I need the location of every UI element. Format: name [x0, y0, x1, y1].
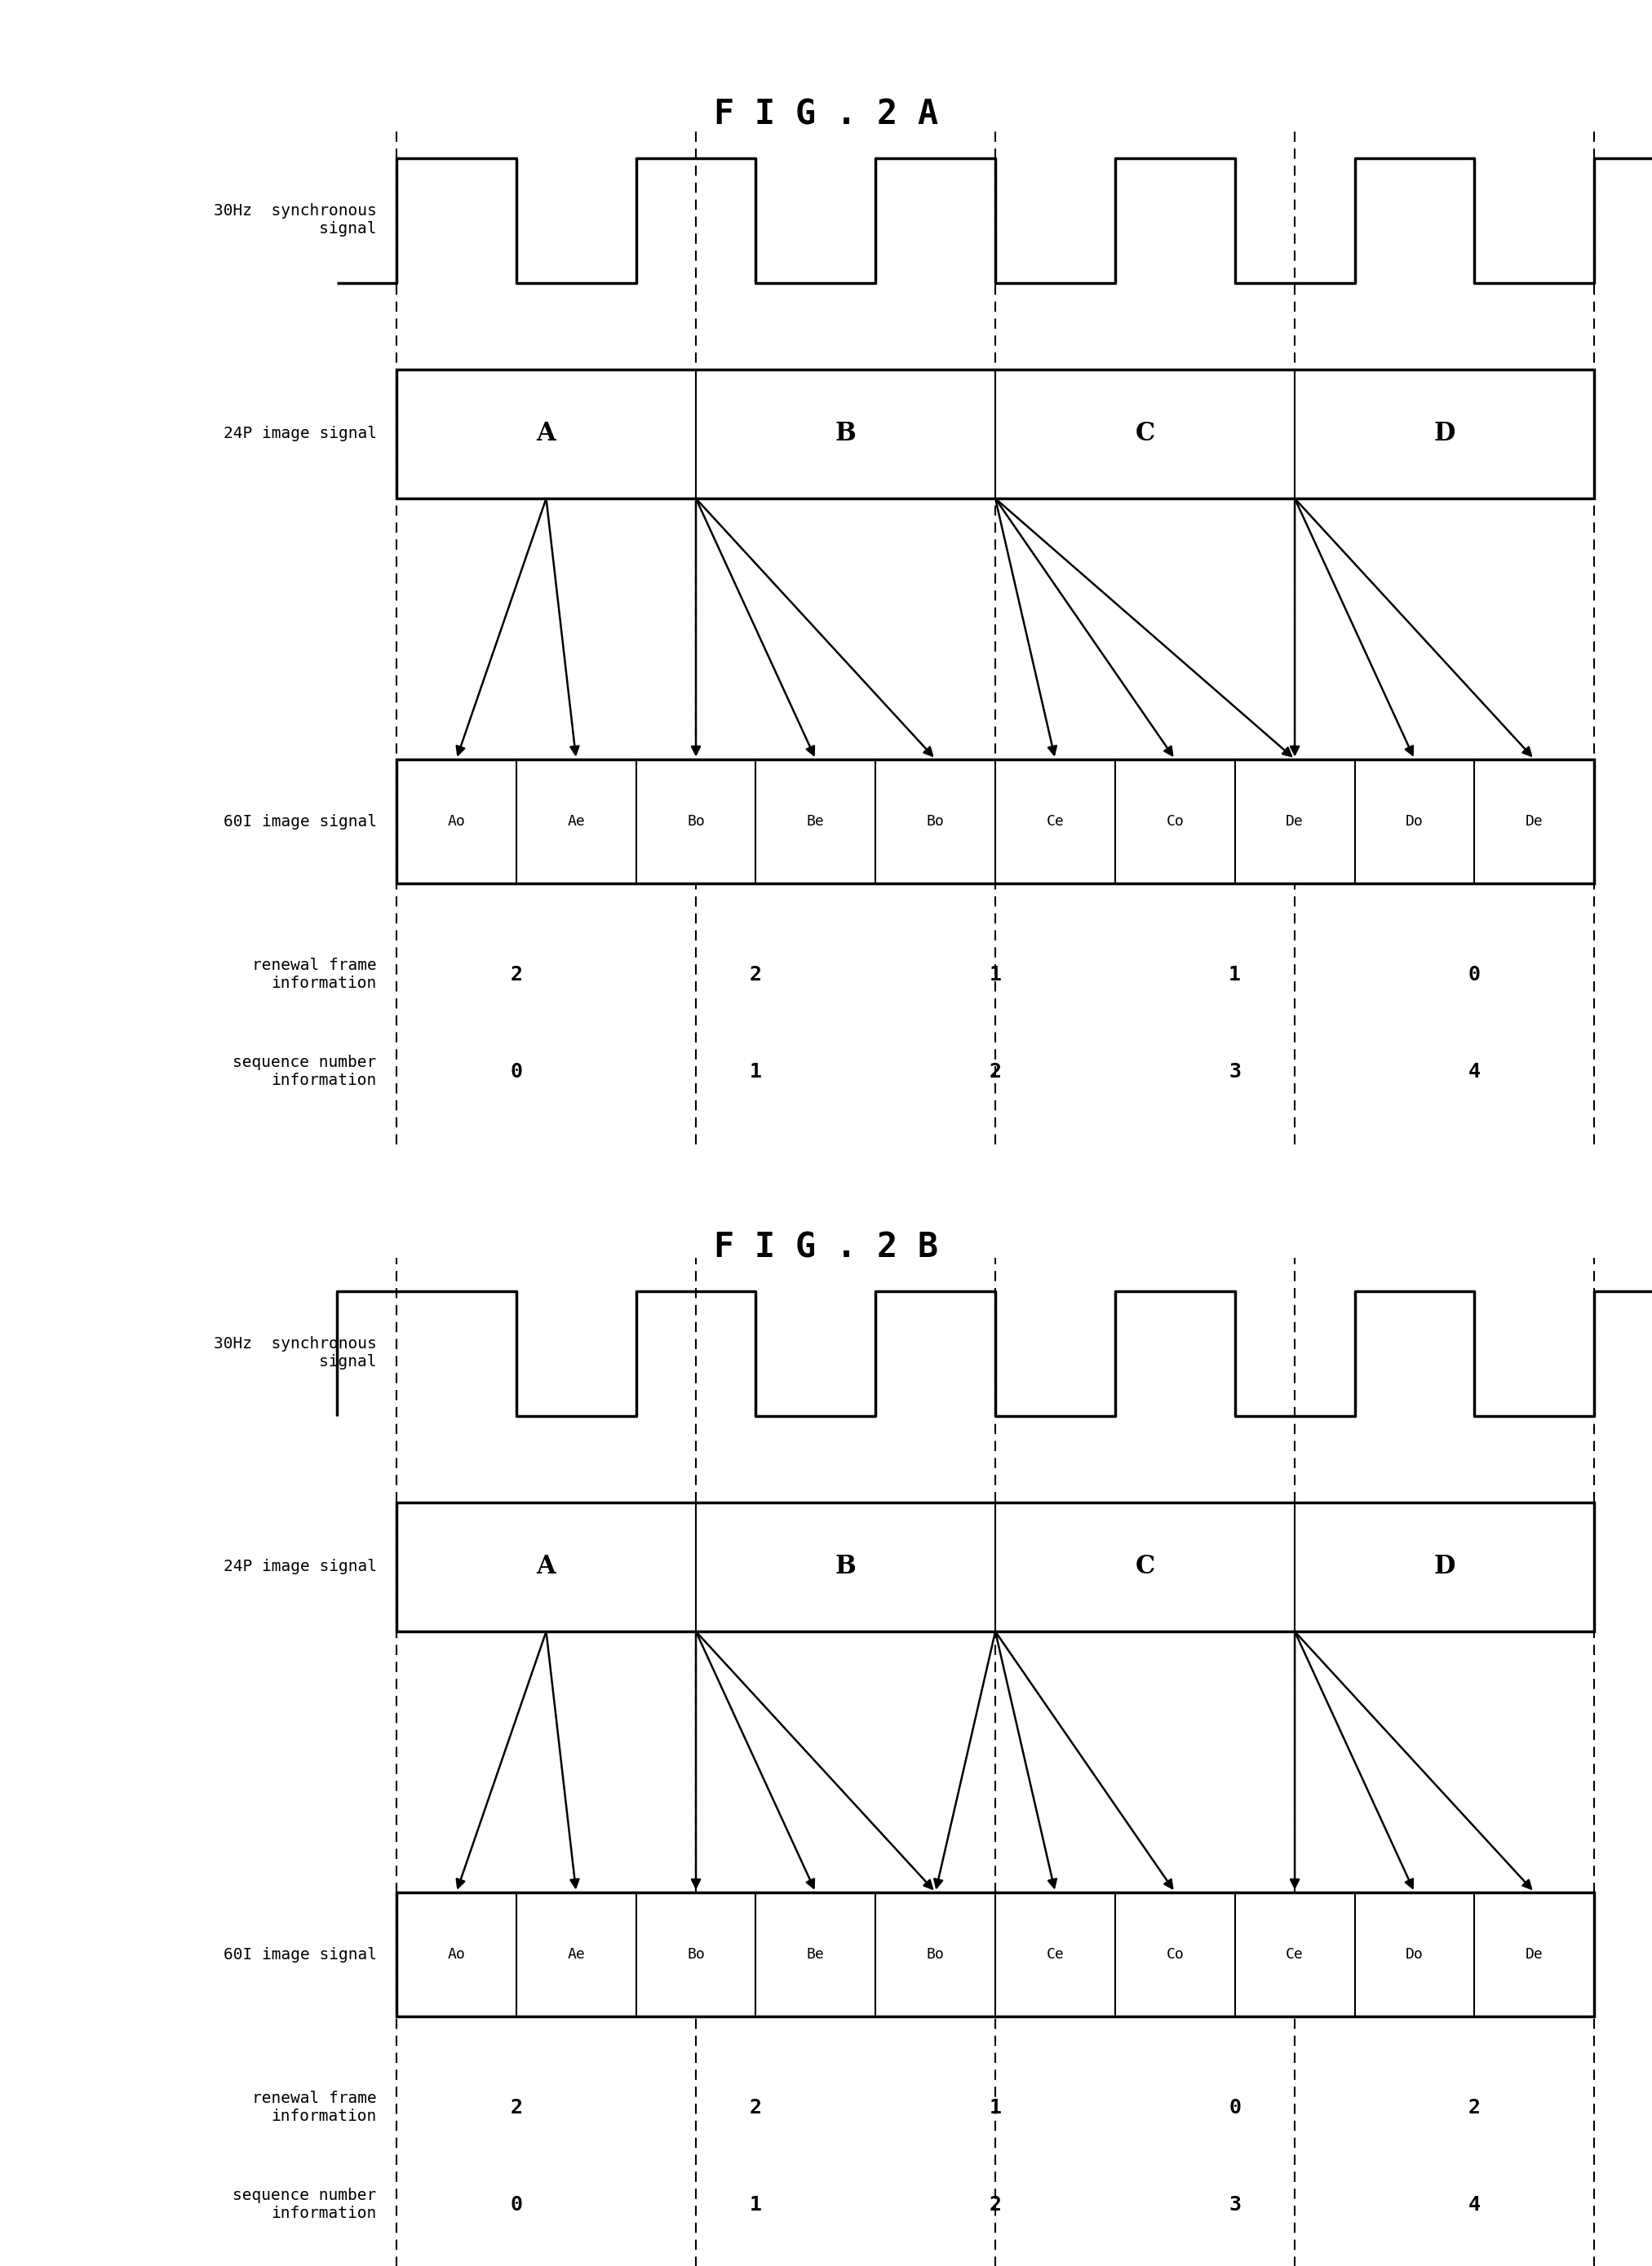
Text: Be: Be [806, 1946, 824, 1962]
Text: B: B [836, 421, 856, 446]
Text: 24P image signal: 24P image signal [223, 426, 377, 442]
Text: Do: Do [1406, 813, 1424, 829]
FancyBboxPatch shape [396, 1892, 1594, 2017]
Text: Do: Do [1406, 1946, 1424, 1962]
Text: F I G . 2 A: F I G . 2 A [714, 97, 938, 131]
Text: 1: 1 [750, 1063, 762, 1081]
Text: Bo: Bo [927, 813, 945, 829]
Text: 2: 2 [750, 965, 762, 983]
Text: Ao: Ao [448, 813, 466, 829]
Text: Ce: Ce [1046, 1946, 1064, 1962]
Text: renewal frame
information: renewal frame information [253, 959, 377, 990]
Text: 1: 1 [990, 2098, 1001, 2116]
Text: 4: 4 [1469, 1063, 1480, 1081]
Text: Be: Be [806, 813, 824, 829]
Text: 2: 2 [510, 2098, 522, 2116]
Text: 3: 3 [1229, 1063, 1241, 1081]
Text: F I G . 2 B: F I G . 2 B [714, 1230, 938, 1264]
Text: A: A [537, 421, 555, 446]
Text: De: De [1525, 813, 1543, 829]
Text: 60I image signal: 60I image signal [223, 1946, 377, 1962]
Text: 30Hz  synchronous
        signal: 30Hz synchronous signal [213, 204, 377, 236]
Text: 30Hz  synchronous
        signal: 30Hz synchronous signal [213, 1337, 377, 1369]
Text: Ce: Ce [1046, 813, 1064, 829]
Text: Ao: Ao [448, 1946, 466, 1962]
Text: 3: 3 [1229, 2196, 1241, 2214]
Text: Ae: Ae [567, 813, 585, 829]
Text: 2: 2 [990, 1063, 1001, 1081]
Text: D: D [1434, 421, 1455, 446]
Text: B: B [836, 1554, 856, 1579]
FancyBboxPatch shape [396, 369, 1594, 499]
Text: sequence number
information: sequence number information [233, 1056, 377, 1088]
Text: 60I image signal: 60I image signal [223, 813, 377, 829]
Text: A: A [537, 1554, 555, 1579]
Text: Bo: Bo [687, 1946, 705, 1962]
Text: 2: 2 [1469, 2098, 1480, 2116]
Text: De: De [1285, 813, 1303, 829]
Text: 2: 2 [510, 965, 522, 983]
Text: 1: 1 [750, 2196, 762, 2214]
Text: 0: 0 [510, 1063, 522, 1081]
Text: 0: 0 [1469, 965, 1480, 983]
Text: renewal frame
information: renewal frame information [253, 2092, 377, 2123]
Text: Ce: Ce [1285, 1946, 1303, 1962]
Text: C: C [1135, 1554, 1155, 1579]
Text: Co: Co [1166, 813, 1184, 829]
Text: Ae: Ae [567, 1946, 585, 1962]
Text: 0: 0 [510, 2196, 522, 2214]
Text: De: De [1525, 1946, 1543, 1962]
Text: C: C [1135, 421, 1155, 446]
Text: 1: 1 [1229, 965, 1241, 983]
Text: Bo: Bo [927, 1946, 945, 1962]
Text: 24P image signal: 24P image signal [223, 1559, 377, 1575]
Text: Bo: Bo [687, 813, 705, 829]
FancyBboxPatch shape [396, 1502, 1594, 1632]
Text: 2: 2 [990, 2196, 1001, 2214]
Text: D: D [1434, 1554, 1455, 1579]
Text: 1: 1 [990, 965, 1001, 983]
Text: 0: 0 [1229, 2098, 1241, 2116]
Text: 4: 4 [1469, 2196, 1480, 2214]
Text: 2: 2 [750, 2098, 762, 2116]
Text: Co: Co [1166, 1946, 1184, 1962]
FancyBboxPatch shape [396, 759, 1594, 884]
Text: sequence number
information: sequence number information [233, 2189, 377, 2221]
